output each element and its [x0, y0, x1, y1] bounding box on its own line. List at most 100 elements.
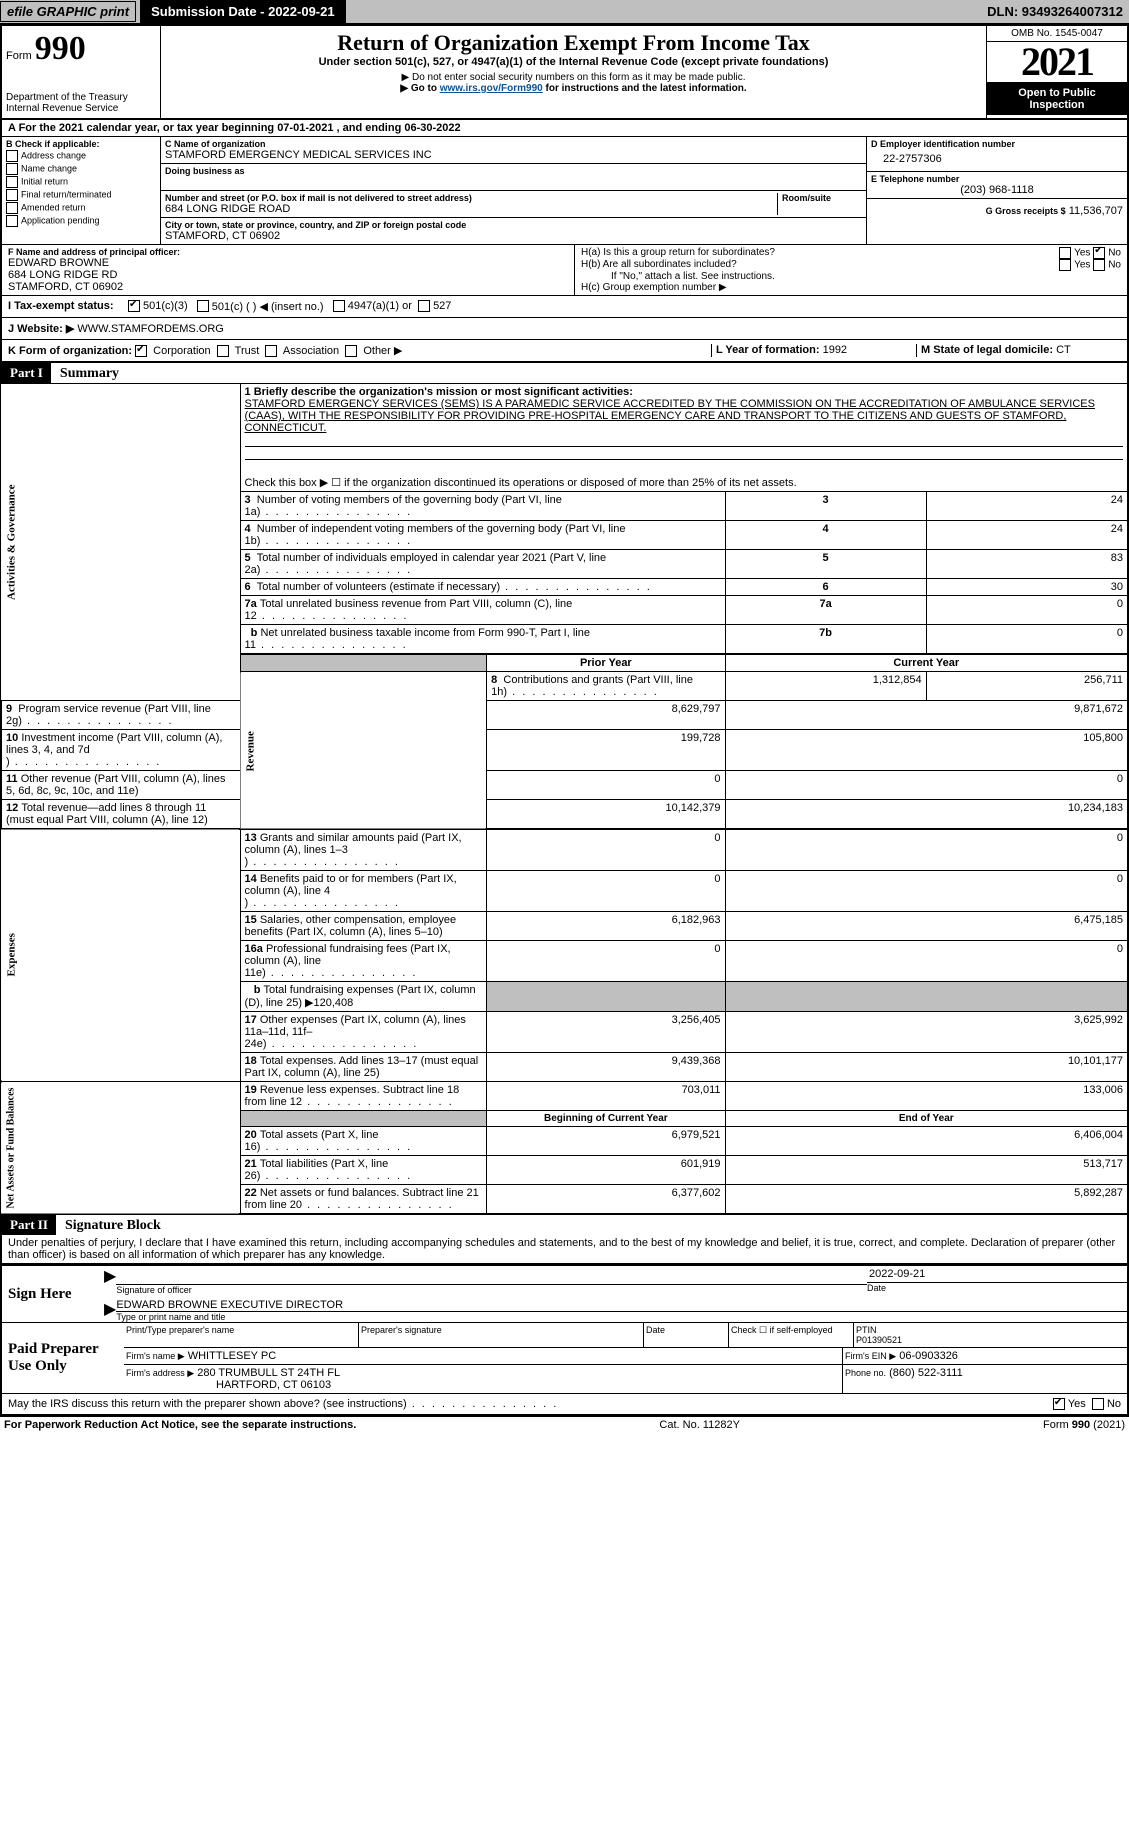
header-note1: ▶ Do not enter social security numbers o… — [169, 72, 978, 83]
line6-val: 30 — [926, 579, 1128, 596]
hdr-current: Current Year — [725, 654, 1128, 672]
cb-501c3[interactable] — [128, 300, 140, 312]
line7a-val: 0 — [926, 596, 1128, 625]
summary-table: Activities & Governance 1 Briefly descri… — [0, 383, 1129, 1215]
signature-block: Sign Here ▶ Signature of officer 2022-09… — [0, 1265, 1129, 1416]
name-title-label: Type or print name and title — [116, 1312, 1127, 1322]
line2: Check this box ▶ ☐ if the organization d… — [245, 477, 797, 489]
cb-initial-return[interactable]: Initial return — [6, 176, 156, 188]
cb-discuss-yes[interactable] — [1053, 1398, 1065, 1410]
k-label: K Form of organization: — [8, 345, 132, 357]
city-state-zip: STAMFORD, CT 06902 — [165, 230, 862, 242]
discuss-question: May the IRS discuss this return with the… — [8, 1398, 1053, 1410]
sign-here-label: Sign Here — [2, 1266, 104, 1322]
tax-year-line: A For the 2021 calendar year, or tax yea… — [0, 120, 1129, 137]
officer-name: EDWARD BROWNE — [8, 257, 568, 269]
vert-governance: Activities & Governance — [1, 384, 240, 701]
j-label: J Website: ▶ — [8, 323, 74, 335]
hc-label: H(c) Group exemption number ▶ — [581, 282, 1121, 293]
website-value: WWW.STAMFORDEMS.ORG — [77, 323, 223, 335]
officer-addr2: STAMFORD, CT 06902 — [8, 281, 568, 293]
hb-note: If "No," attach a list. See instructions… — [581, 271, 1121, 282]
dln-label: DLN: 93493264007312 — [981, 2, 1129, 21]
header-title: Return of Organization Exempt From Incom… — [169, 30, 978, 56]
b-label: B Check if applicable: — [6, 139, 156, 149]
firm-addr1: 280 TRUMBULL ST 24TH FL — [197, 1367, 340, 1379]
hdr-prior: Prior Year — [487, 654, 725, 672]
irs-link[interactable]: www.irs.gov/Form990 — [440, 83, 543, 94]
year-formation: 1992 — [823, 344, 847, 356]
cb-name-change[interactable]: Name change — [6, 163, 156, 175]
line3-text: Number of voting members of the governin… — [245, 494, 562, 518]
c-label: C Name of organization — [165, 139, 862, 149]
form-number: 990 — [35, 30, 86, 67]
line6-text: Total number of volunteers (estimate if … — [257, 581, 652, 593]
i-label: I Tax-exempt status: — [8, 300, 128, 313]
firm-addr2: HARTFORD, CT 06103 — [126, 1379, 840, 1391]
vert-netassets: Net Assets or Fund Balances — [1, 1082, 240, 1215]
line7a-text: Total unrelated business revenue from Pa… — [245, 598, 573, 622]
e-label: E Telephone number — [871, 174, 1123, 184]
form-header: Form 990 Department of the Treasury Inte… — [0, 25, 1129, 120]
cb-other[interactable] — [345, 345, 357, 357]
ha-label: H(a) Is this a group return for subordin… — [581, 247, 1059, 259]
submission-date-button[interactable]: Submission Date - 2022-09-21 — [140, 0, 346, 23]
addr-label: Number and street (or P.O. box if mail i… — [165, 193, 777, 203]
open-inspection-badge: Open to Public Inspection — [987, 83, 1127, 115]
identity-block: B Check if applicable: Address change Na… — [0, 137, 1129, 245]
city-label: City or town, state or province, country… — [165, 220, 862, 230]
officer-group-block: F Name and address of principal officer:… — [0, 245, 1129, 296]
line5-text: Total number of individuals employed in … — [245, 552, 607, 576]
footer-mid: Cat. No. 11282Y — [659, 1419, 740, 1431]
state-domicile: CT — [1056, 344, 1071, 356]
officer-addr1: 684 LONG RIDGE RD — [8, 269, 568, 281]
cb-address-change[interactable]: Address change — [6, 150, 156, 162]
cb-amended[interactable]: Amended return — [6, 202, 156, 214]
arrow-icon: ▶ — [104, 1299, 116, 1322]
f-label: F Name and address of principal officer: — [8, 247, 568, 257]
cb-trust[interactable] — [217, 345, 229, 357]
cb-4947[interactable] — [333, 300, 345, 312]
mission-label: 1 Briefly describe the organization's mi… — [245, 386, 1123, 398]
perjury-declaration: Under penalties of perjury, I declare th… — [0, 1235, 1129, 1265]
g-label: G Gross receipts $ — [986, 206, 1066, 216]
note2-post: for instructions and the latest informat… — [546, 83, 747, 94]
paid-preparer-label: Paid Preparer Use Only — [2, 1323, 124, 1393]
cb-corporation[interactable] — [135, 345, 147, 357]
page-footer: For Paperwork Reduction Act Notice, see … — [0, 1416, 1129, 1433]
part2-title: Signature Block — [65, 1218, 161, 1233]
header-subtitle: Under section 501(c), 527, or 4947(a)(1)… — [169, 56, 978, 68]
vert-expenses: Expenses — [1, 829, 240, 1082]
cb-final-return[interactable]: Final return/terminated — [6, 189, 156, 201]
line4-val: 24 — [926, 521, 1128, 550]
note2-pre: ▶ Go to — [400, 83, 439, 94]
org-name: STAMFORD EMERGENCY MEDICAL SERVICES INC — [165, 149, 862, 161]
cb-527[interactable] — [418, 300, 430, 312]
cb-application-pending[interactable]: Application pending — [6, 215, 156, 227]
hb-label: H(b) Are all subordinates included? — [581, 259, 1059, 271]
phone-value: (203) 968-1118 — [871, 184, 1123, 196]
line7b-text: Net unrelated business taxable income fr… — [245, 627, 590, 651]
firm-phone: (860) 522-3111 — [889, 1367, 963, 1379]
room-label: Room/suite — [782, 193, 862, 203]
cb-association[interactable] — [265, 345, 277, 357]
footer-left: For Paperwork Reduction Act Notice, see … — [4, 1419, 356, 1431]
gross-receipts: 11,536,707 — [1069, 205, 1123, 217]
officer-name-title: EDWARD BROWNE EXECUTIVE DIRECTOR — [116, 1299, 1127, 1312]
m-label: M State of legal domicile: — [921, 344, 1053, 356]
part2-badge: Part II — [2, 1215, 56, 1235]
cb-discuss-no[interactable] — [1092, 1398, 1104, 1410]
efile-label: efile GRAPHIC print — [0, 1, 136, 22]
l-label: L Year of formation: — [716, 344, 820, 356]
line7b-val: 0 — [926, 625, 1128, 655]
footer-right: Form 990 (2021) — [1043, 1419, 1125, 1431]
top-bar: efile GRAPHIC print Submission Date - 20… — [0, 0, 1129, 25]
cb-501c[interactable] — [197, 300, 209, 312]
dba-label: Doing business as — [165, 166, 862, 176]
dept-label: Department of the Treasury Internal Reve… — [6, 92, 156, 114]
street-address: 684 LONG RIDGE ROAD — [165, 203, 777, 215]
vert-revenue: Revenue — [240, 672, 487, 830]
arrow-icon: ▶ — [104, 1266, 116, 1295]
sig-date-label: Date — [867, 1283, 1127, 1293]
part1-badge: Part I — [2, 363, 51, 383]
